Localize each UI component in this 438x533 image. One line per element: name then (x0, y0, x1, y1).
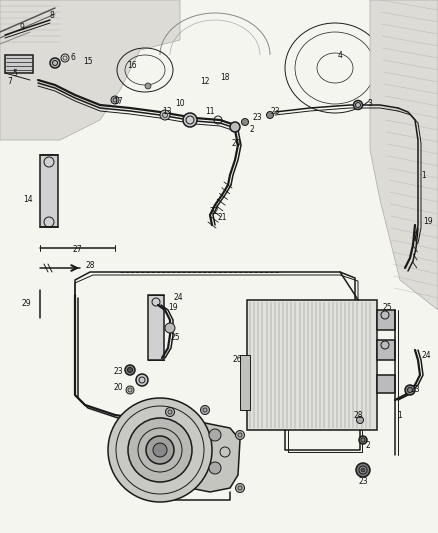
Circle shape (209, 462, 221, 474)
Polygon shape (370, 0, 438, 310)
Text: 19: 19 (168, 303, 178, 312)
Bar (247, 300, 377, 430)
Text: 29: 29 (21, 298, 31, 308)
Text: 23: 23 (358, 478, 368, 487)
Text: 23: 23 (252, 114, 262, 123)
Text: 27: 27 (72, 246, 82, 254)
Circle shape (111, 96, 119, 104)
Text: 15: 15 (83, 58, 93, 67)
Text: 12: 12 (200, 77, 210, 86)
Text: 2: 2 (366, 440, 371, 449)
Bar (377, 375, 395, 393)
Text: 25: 25 (170, 334, 180, 343)
Text: 9: 9 (20, 23, 25, 33)
Bar (377, 310, 395, 330)
Text: 28: 28 (85, 261, 95, 270)
Bar (40, 155, 58, 227)
Text: 1: 1 (422, 171, 426, 180)
Circle shape (230, 122, 240, 132)
Circle shape (136, 374, 148, 386)
Bar (5, 55, 33, 73)
Circle shape (236, 483, 244, 492)
Text: 8: 8 (49, 11, 54, 20)
Text: 24: 24 (421, 351, 431, 359)
Circle shape (209, 429, 221, 441)
Circle shape (361, 468, 365, 472)
Text: 14: 14 (23, 196, 33, 205)
Text: 6: 6 (71, 52, 75, 61)
Text: 11: 11 (205, 108, 215, 117)
Text: 17: 17 (113, 98, 123, 107)
Text: 24: 24 (173, 294, 183, 303)
Text: 20: 20 (113, 383, 123, 392)
Circle shape (50, 58, 60, 68)
Text: 21: 21 (217, 214, 227, 222)
Circle shape (166, 408, 174, 416)
Circle shape (108, 398, 212, 502)
Text: 20: 20 (231, 139, 241, 148)
Circle shape (160, 110, 170, 120)
Circle shape (359, 466, 367, 474)
Bar (377, 340, 395, 360)
Circle shape (127, 367, 133, 373)
Circle shape (145, 83, 151, 89)
Circle shape (236, 431, 244, 440)
Text: 23: 23 (410, 385, 420, 394)
Bar (240, 355, 250, 410)
Text: 26: 26 (232, 356, 242, 365)
Text: 5: 5 (13, 69, 18, 77)
Text: 22: 22 (209, 206, 219, 215)
Circle shape (165, 323, 175, 333)
Text: 1: 1 (398, 410, 403, 419)
Circle shape (201, 406, 209, 415)
Text: 10: 10 (175, 99, 185, 108)
Circle shape (357, 416, 364, 424)
Polygon shape (0, 0, 180, 140)
Circle shape (356, 463, 370, 477)
Text: 23: 23 (270, 108, 280, 117)
Circle shape (146, 436, 174, 464)
Text: 19: 19 (423, 217, 433, 227)
Circle shape (126, 386, 134, 394)
Text: 7: 7 (7, 77, 12, 86)
Bar (148, 295, 164, 360)
Text: 25: 25 (382, 303, 392, 312)
Circle shape (241, 118, 248, 125)
Polygon shape (185, 420, 240, 492)
Text: 28: 28 (353, 410, 363, 419)
Text: 3: 3 (367, 100, 372, 109)
Circle shape (353, 101, 363, 109)
Circle shape (183, 113, 197, 127)
Circle shape (125, 365, 135, 375)
Text: 4: 4 (338, 52, 343, 61)
Text: 18: 18 (220, 72, 230, 82)
Text: 2: 2 (250, 125, 254, 134)
Circle shape (359, 436, 367, 444)
Text: 16: 16 (127, 61, 137, 69)
Circle shape (128, 418, 192, 482)
Circle shape (266, 111, 273, 118)
Text: 13: 13 (162, 108, 172, 117)
Text: 23: 23 (113, 367, 123, 376)
Circle shape (153, 443, 167, 457)
Circle shape (405, 385, 415, 395)
